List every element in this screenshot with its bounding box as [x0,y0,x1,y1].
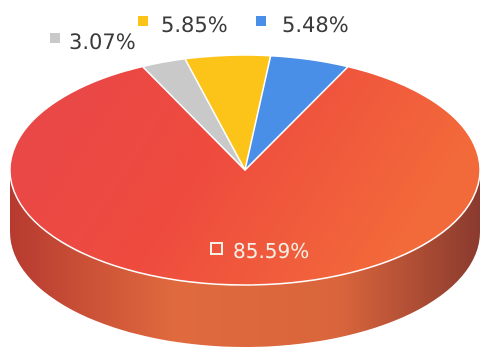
data-label-grey: 3.07% [69,30,136,54]
label-slice-red: 85.59% [210,239,309,263]
pie-side-wall [10,170,480,347]
legend-marker-yellow [138,16,148,26]
data-label-blue: 5.48% [282,13,349,37]
legend-marker-red [210,242,223,255]
label-slice-yellow: 5.85% [138,13,228,37]
legend-marker-blue [256,16,266,26]
legend-marker-grey [50,33,60,43]
data-label-yellow: 5.85% [161,13,228,37]
pie-slices [9,54,481,286]
label-slice-blue: 5.48% [256,13,349,37]
data-label-red: 85.59% [233,239,309,263]
slice-blue [244,54,349,171]
slice-red [9,65,481,286]
label-slice-grey: 3.07% [50,30,136,54]
